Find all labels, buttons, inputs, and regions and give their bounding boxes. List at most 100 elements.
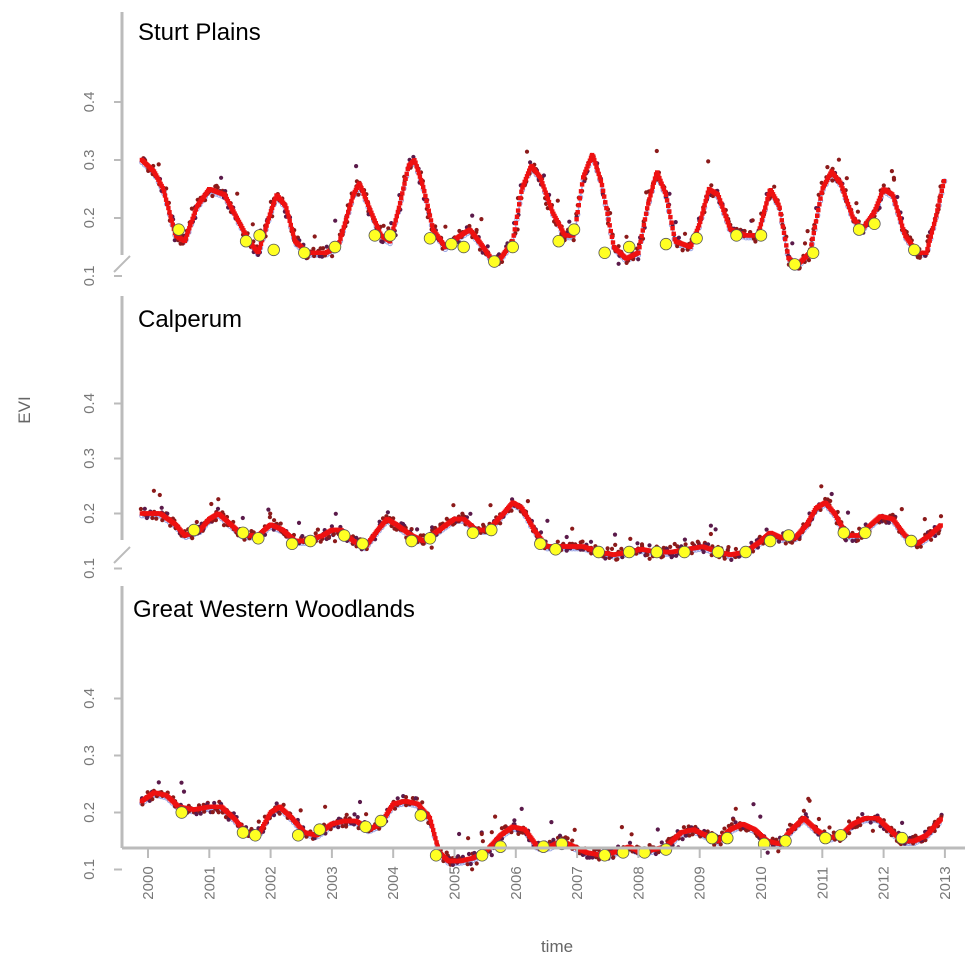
smoothed-point	[777, 205, 782, 210]
season-marker	[414, 809, 428, 822]
smoothed-point	[598, 178, 604, 184]
smoothed-point	[641, 222, 647, 228]
smoothed-point	[938, 523, 943, 528]
season-marker	[423, 532, 437, 545]
season-marker	[598, 849, 611, 862]
smoothed-point	[182, 238, 188, 244]
smoothed-point	[391, 226, 396, 231]
raw-point	[683, 542, 688, 547]
raw-point	[844, 176, 849, 181]
raw-point	[572, 827, 577, 833]
season-marker	[445, 237, 458, 251]
raw-point	[250, 222, 255, 227]
smoothed-point	[873, 206, 878, 212]
y-tick-label: 0.2	[81, 503, 98, 524]
raw-point	[381, 223, 386, 228]
smoothed-point	[403, 176, 408, 181]
raw-point	[333, 218, 338, 223]
raw-point	[886, 520, 892, 525]
smoothed-point	[599, 182, 605, 188]
y-tick-label: 0.3	[81, 448, 98, 469]
season-marker	[423, 232, 437, 245]
season-marker	[175, 806, 188, 819]
smoothed-point	[576, 203, 581, 208]
raw-point	[277, 811, 282, 816]
smoothed-point	[704, 194, 709, 200]
smoothed-point	[936, 203, 941, 208]
smoothed-point	[257, 245, 263, 250]
smoothed-point	[839, 183, 844, 188]
raw-point	[468, 861, 473, 867]
y-tick-label: 0.4	[81, 92, 98, 113]
panels-layer: Sturt Plains0.10.20.30.4Calperum0.10.20.…	[81, 12, 948, 880]
smoothed-point	[285, 210, 290, 215]
smoothed-point	[925, 246, 930, 252]
smoothed-point	[271, 202, 276, 208]
smoothed-point	[587, 158, 593, 163]
panel-title: Sturt Plains	[138, 19, 261, 46]
raw-point	[709, 183, 714, 188]
raw-point	[889, 169, 895, 174]
smoothed-point	[695, 225, 701, 231]
smoothed-point	[650, 184, 655, 190]
raw-point	[480, 839, 485, 844]
raw-point	[221, 523, 227, 528]
season-marker	[739, 545, 752, 559]
x-tick-label: 2006	[508, 866, 525, 899]
smoothed-point	[720, 204, 725, 209]
smoothed-point	[283, 203, 288, 208]
raw-point	[639, 542, 645, 547]
raw-point	[194, 812, 199, 817]
smoothed-point	[422, 189, 427, 194]
raw-point	[681, 825, 687, 830]
raw-point	[708, 523, 714, 528]
raw-point	[332, 539, 338, 544]
smoothed-point	[705, 190, 711, 195]
smoothed-point	[189, 219, 194, 225]
season-marker	[705, 831, 719, 845]
smoothed-point	[877, 195, 883, 201]
smoothed-point	[934, 213, 939, 218]
raw-point	[729, 822, 734, 827]
smoothed-point	[937, 198, 942, 203]
raw-point	[555, 539, 560, 544]
x-axis-label: time	[541, 937, 573, 956]
raw-point	[420, 800, 425, 805]
raw-point	[827, 825, 832, 830]
smoothed-point	[583, 169, 588, 174]
raw-point	[541, 173, 547, 178]
season-marker	[552, 234, 565, 248]
smoothed-point	[183, 235, 189, 240]
y-tick-label: 0.2	[81, 802, 98, 823]
raw-point	[235, 191, 240, 196]
smoothed-point	[399, 196, 404, 201]
smoothed-point	[901, 227, 906, 232]
smoothed-point	[543, 190, 548, 195]
smoothed-point	[818, 196, 823, 201]
smoothed-point	[368, 208, 373, 213]
raw-point	[272, 518, 277, 523]
smoothed-point	[783, 236, 788, 242]
raw-point	[772, 184, 777, 189]
raw-point	[627, 840, 633, 845]
smoothed-point	[939, 188, 944, 194]
smoothed-point	[266, 216, 271, 221]
raw-point	[364, 812, 369, 817]
axis-break-mark	[113, 255, 131, 273]
raw-point	[923, 838, 928, 843]
raw-point	[733, 546, 739, 552]
raw-point	[636, 257, 641, 262]
raw-point	[356, 192, 361, 197]
smoothed-point	[607, 223, 612, 228]
smoothed-point	[361, 191, 366, 196]
raw-point	[647, 556, 652, 561]
smoothed-point	[902, 230, 907, 236]
smoothed-point	[812, 225, 818, 230]
smoothed-point	[268, 209, 274, 214]
smoothed-point	[360, 188, 365, 194]
raw-point	[635, 541, 640, 546]
raw-point	[860, 812, 865, 817]
smoothed-point	[667, 209, 672, 214]
smoothed-point	[725, 220, 730, 225]
x-tick-label: 2004	[385, 866, 402, 899]
